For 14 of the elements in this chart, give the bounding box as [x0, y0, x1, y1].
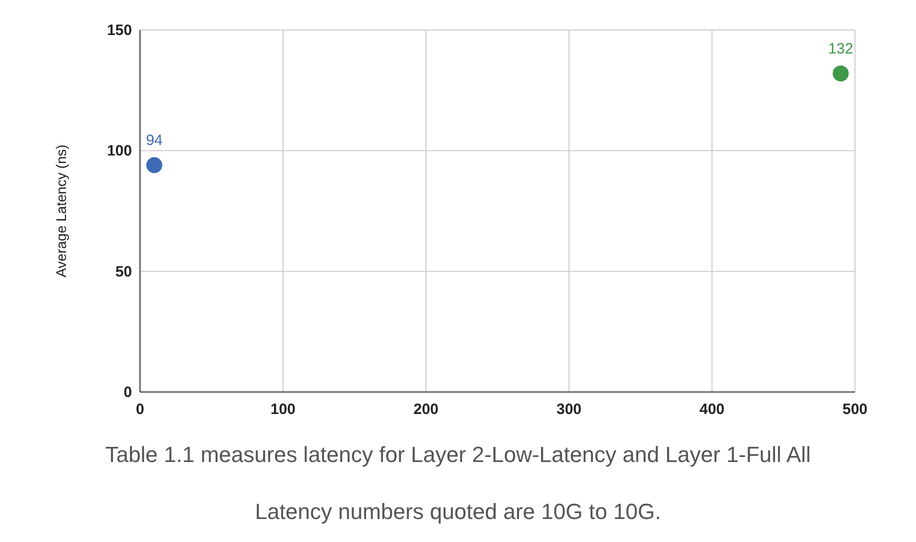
data-label: 132 — [828, 40, 854, 58]
y-tick-label: 50 — [115, 263, 132, 280]
y-tick-label: 100 — [106, 142, 132, 160]
y-axis-title: Average Latency (ns) — [53, 144, 69, 278]
x-tick-label: 500 — [842, 401, 868, 418]
y-tick-label: 0 — [124, 384, 132, 401]
data-label: 94 — [146, 132, 163, 150]
x-tick-label: 200 — [413, 401, 439, 418]
y-tick-label: 150 — [106, 22, 132, 39]
text: Table 1.1 measures latency for Layer 2-Low-Latency and Layer 1-Full All Latency numbers quoted are 10G to 10G. — [105, 442, 811, 524]
x-tick-label: 300 — [556, 401, 582, 418]
x-tick-label: 0 — [136, 401, 144, 418]
x-tick-label: 400 — [699, 401, 725, 418]
x-tick-label: 100 — [270, 401, 296, 418]
